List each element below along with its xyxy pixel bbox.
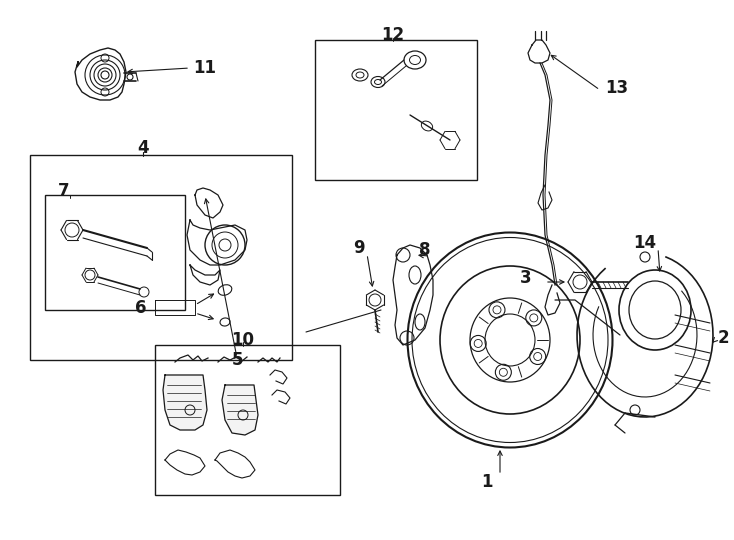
Text: 10: 10 bbox=[231, 331, 255, 349]
Polygon shape bbox=[222, 385, 258, 435]
Polygon shape bbox=[163, 375, 207, 430]
Text: 9: 9 bbox=[353, 239, 365, 257]
Text: 14: 14 bbox=[633, 234, 656, 252]
Text: 7: 7 bbox=[58, 182, 70, 200]
Text: 8: 8 bbox=[419, 241, 431, 259]
Text: 2: 2 bbox=[718, 329, 730, 347]
Bar bbox=[155, 345, 340, 495]
Bar bbox=[45, 195, 185, 310]
Text: 5: 5 bbox=[232, 351, 244, 369]
Text: 11: 11 bbox=[193, 59, 216, 77]
Text: 1: 1 bbox=[482, 473, 493, 491]
Text: 4: 4 bbox=[137, 139, 149, 157]
Text: 6: 6 bbox=[135, 299, 147, 317]
Bar bbox=[30, 155, 292, 360]
Text: 3: 3 bbox=[520, 269, 531, 287]
Bar bbox=[315, 40, 477, 180]
Text: 13: 13 bbox=[605, 79, 628, 97]
Text: 12: 12 bbox=[382, 26, 404, 44]
